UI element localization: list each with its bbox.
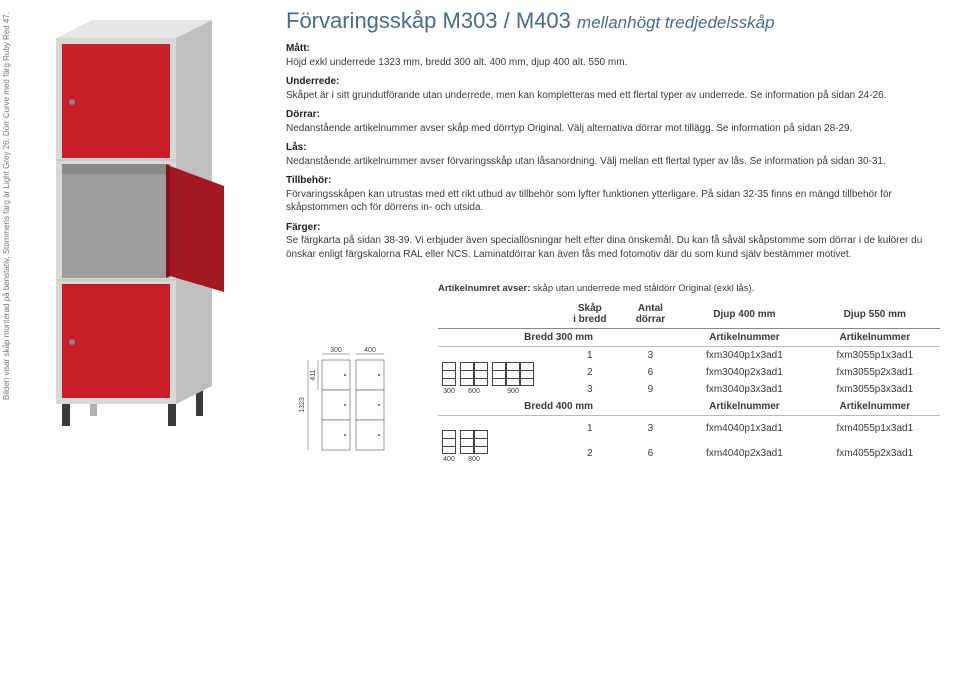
mini-col [474, 362, 488, 386]
cabinet-photo [18, 10, 258, 440]
table-row: 30060090013fxm3040p1x3ad1fxm3055p1x3ad1 [438, 347, 940, 365]
width-label: Bredd 400 mm [438, 398, 679, 416]
mini-variant: 600 [460, 362, 488, 395]
mini-col [506, 362, 520, 386]
col-d550: Djup 550 mm [810, 300, 940, 329]
dimension-diagram: 300 400 1323 411 [286, 336, 416, 466]
cell-s: 2 [558, 441, 622, 466]
article-table: Skåpi bredd Antaldörrar Djup 400 mm Djup… [438, 300, 940, 466]
mini-col [474, 430, 488, 454]
cell-s: 2 [558, 364, 622, 381]
cell-s: 1 [558, 416, 622, 442]
svg-text:1323: 1323 [299, 397, 306, 413]
cell-c2: fxm4055p1x3ad1 [810, 416, 940, 442]
mini-sketch-cell: 400 800 [438, 416, 558, 467]
section-las: Lås: Nedanstående artikelnummer avser fö… [286, 141, 940, 168]
heading-underrede: Underrede: [286, 76, 339, 87]
text-las: Nedanstående artikelnummer avser förvari… [286, 156, 886, 167]
artikelnummer-col: Artikelnummer [810, 329, 940, 347]
mini-col [520, 362, 534, 386]
heading-tillbehor: Tillbehör: [286, 175, 331, 186]
cell-a: 9 [622, 381, 680, 398]
article-note: Artikelnumret avser: skåp utan underrede… [438, 283, 940, 294]
text-matt: Höjd exkl underrede 1323 mm, bredd 300 a… [286, 57, 627, 68]
mini-variant: 900 [492, 362, 534, 395]
article-note-label: Artikelnumret avser: [438, 283, 530, 294]
cell-c2: fxm3055p3x3ad1 [810, 381, 940, 398]
mini-col [442, 362, 456, 386]
cell-c1: fxm4040p1x3ad1 [679, 416, 809, 442]
page-title: Förvaringsskåp M303 / M403 mellanhögt tr… [286, 8, 940, 34]
cell-c1: fxm3040p1x3ad1 [679, 347, 809, 365]
svg-text:411: 411 [310, 369, 317, 380]
mini-col [492, 362, 506, 386]
width-row: Bredd 300 mmArtikelnummerArtikelnummer [438, 329, 940, 347]
rotated-caption: Bilden visar skåp monterad på benstativ.… [2, 12, 11, 400]
mini-width-label: 900 [492, 388, 534, 395]
cell-s: 3 [558, 381, 622, 398]
cell-c1: fxm4040p2x3ad1 [679, 441, 809, 466]
mini-sketch: 400 800 [442, 430, 488, 463]
cell-a: 6 [622, 441, 680, 466]
artikelnummer-col: Artikelnummer [810, 398, 940, 416]
heading-las: Lås: [286, 142, 307, 153]
section-matt: Mått: Höjd exkl underrede 1323 mm, bredd… [286, 42, 940, 69]
photo-column: Bilden visar skåp monterad på benstativ.… [0, 0, 280, 689]
section-farger: Färger: Se färgkarta på sidan 38-39. Vi … [286, 221, 940, 262]
heading-dorrar: Dörrar: [286, 109, 320, 120]
mini-sketch: 300 600 900 [442, 362, 534, 395]
mini-width-label: 600 [460, 388, 488, 395]
mini-variant: 400 [442, 430, 456, 463]
col-skap: Skåpi bredd [558, 300, 622, 329]
cell-c2: fxm3055p2x3ad1 [810, 364, 940, 381]
heading-farger: Färger: [286, 222, 320, 233]
table-row: 40080013fxm4040p1x3ad1fxm4055p1x3ad1 [438, 416, 940, 442]
col-antal: Antaldörrar [622, 300, 680, 329]
text-tillbehor: Förvaringsskåpen kan utrustas med ett ri… [286, 189, 892, 214]
mini-sketch-cell: 300 600 900 [438, 347, 558, 399]
heading-matt: Mått: [286, 43, 310, 54]
width-label: Bredd 300 mm [438, 329, 679, 347]
mini-width-label: 400 [442, 456, 456, 463]
title-sub: mellanhögt tredjedelsskåp [577, 13, 775, 32]
article-note-text: skåp utan underrede med ståldörr Origina… [530, 283, 754, 294]
artikelnummer-col: Artikelnummer [679, 398, 809, 416]
mini-width-label: 300 [442, 388, 456, 395]
table-header-row: Skåpi bredd Antaldörrar Djup 400 mm Djup… [438, 300, 940, 329]
mini-col [460, 430, 474, 454]
cell-s: 1 [558, 347, 622, 365]
cell-c2: fxm3055p1x3ad1 [810, 347, 940, 365]
section-tillbehor: Tillbehör: Förvaringsskåpen kan utrustas… [286, 174, 940, 215]
mini-variant: 800 [460, 430, 488, 463]
cell-a: 6 [622, 364, 680, 381]
mini-width-label: 800 [460, 456, 488, 463]
cell-a: 3 [622, 416, 680, 442]
cell-c1: fxm3040p3x3ad1 [679, 381, 809, 398]
cell-a: 3 [622, 347, 680, 365]
artikelnummer-col: Artikelnummer [679, 329, 809, 347]
mini-variant: 300 [442, 362, 456, 395]
text-farger: Se färgkarta på sidan 38-39. Vi erbjuder… [286, 235, 922, 260]
section-underrede: Underrede: Skåpet är i sitt grundutföran… [286, 75, 940, 102]
mini-col [460, 362, 474, 386]
svg-text:300: 300 [330, 347, 342, 354]
text-dorrar: Nedanstående artikelnummer avser skåp me… [286, 123, 852, 134]
col-d400: Djup 400 mm [679, 300, 809, 329]
section-dorrar: Dörrar: Nedanstående artikelnummer avser… [286, 108, 940, 135]
width-row: Bredd 400 mmArtikelnummerArtikelnummer [438, 398, 940, 416]
text-underrede: Skåpet är i sitt grundutförande utan und… [286, 90, 886, 101]
title-main: Förvaringsskåp M303 / M403 [286, 8, 571, 33]
content-column: Förvaringsskåp M303 / M403 mellanhögt tr… [280, 0, 960, 689]
cell-c2: fxm4055p2x3ad1 [810, 441, 940, 466]
cell-c1: fxm3040p2x3ad1 [679, 364, 809, 381]
diagram-and-table: 3004001323411 Artikelnumret avser: skåp … [286, 281, 940, 466]
mini-col [442, 430, 456, 454]
svg-text:400: 400 [364, 347, 376, 354]
